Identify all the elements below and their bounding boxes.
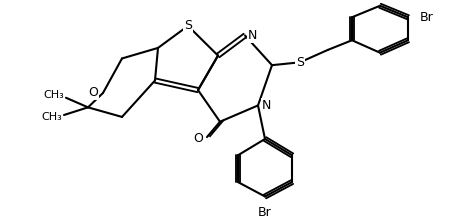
Text: O: O bbox=[88, 86, 98, 99]
Text: CH₃: CH₃ bbox=[43, 90, 64, 100]
Text: S: S bbox=[295, 56, 303, 69]
Text: Br: Br bbox=[419, 11, 433, 24]
Text: S: S bbox=[184, 19, 191, 32]
Text: CH₃: CH₃ bbox=[41, 112, 62, 122]
Text: N: N bbox=[247, 29, 257, 42]
Text: Br: Br bbox=[257, 206, 271, 219]
Text: O: O bbox=[193, 132, 202, 145]
Text: N: N bbox=[262, 99, 271, 112]
